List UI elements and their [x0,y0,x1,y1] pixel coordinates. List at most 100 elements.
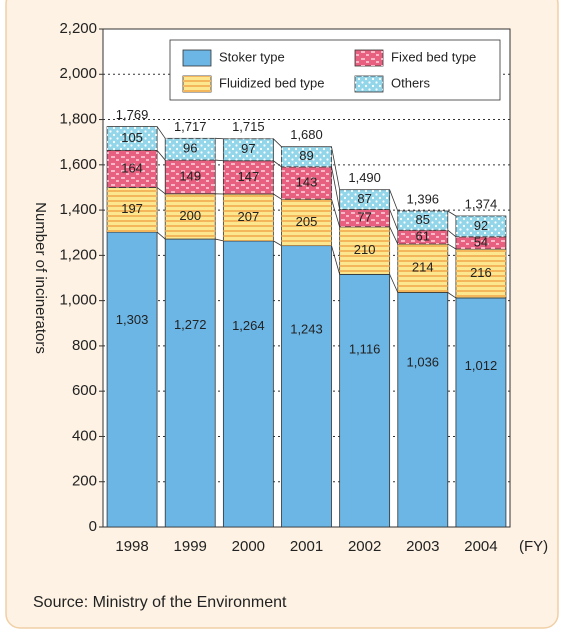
bar-texture [107,187,158,233]
bar-texture [165,160,216,194]
value-label: 61 [416,229,430,244]
bar-texture [339,226,390,275]
bar-texture [339,189,390,210]
connector-line [389,274,399,293]
connector-line [215,238,224,242]
bar-texture [281,166,332,200]
x-tick-label: 1999 [174,538,207,555]
total-label: 1,769 [116,107,149,122]
y-tick-label: 200 [72,473,97,490]
connector-line [447,210,457,217]
total-label: 1,717 [174,119,207,134]
value-label: 200 [179,208,201,223]
legend-label: Fixed bed type [391,49,476,64]
value-label: 207 [238,209,260,224]
bar-texture [223,194,274,241]
total-label: 1,680 [290,127,323,142]
y-tick-label: 0 [89,518,97,535]
value-label: 205 [296,214,318,229]
connector-line [331,199,341,227]
bar-texture [397,230,448,245]
bar-texture [281,146,332,167]
value-label: 85 [416,212,430,227]
connector-line [389,189,399,212]
value-label: 1,012 [465,358,498,373]
value-label: 92 [474,218,488,233]
bar-segment [164,238,216,528]
value-label: 89 [299,148,313,163]
bar-texture [455,249,506,298]
value-label: 1,264 [232,318,265,333]
x-tick-label: 1998 [115,538,148,555]
x-tick-label: 2001 [290,538,323,555]
value-label: 77 [357,210,371,225]
x-unit: (FY) [519,538,548,555]
value-label: 216 [470,265,492,280]
connector-line [447,229,457,238]
bar-segment [281,245,332,528]
bar-texture [339,209,390,227]
bar-texture [223,138,274,161]
bar-texture [107,126,158,151]
value-label: 1,272 [174,317,207,332]
bar-segment [339,273,391,528]
y-tick-label: 1,600 [59,156,97,173]
connector-line [156,187,166,195]
connector-line [156,150,166,161]
value-label: 1,116 [349,342,381,357]
y-tick-label: 1,200 [59,246,97,263]
bar-texture [165,193,216,240]
connector-line [273,138,282,147]
connector-line [389,226,399,245]
legend-box [169,39,501,101]
connector-line [389,209,399,231]
bar-texture [397,210,448,231]
legend-label: Others [391,75,431,90]
value-label: 147 [238,169,260,184]
connector-line [331,146,341,190]
bar-texture [165,138,216,161]
bar-segment [455,297,507,528]
bar-texture [107,150,158,188]
value-label: 214 [412,260,434,275]
value-label: 97 [241,141,255,156]
total-label: 1,396 [407,191,440,206]
total-label: 1,490 [348,170,381,185]
connector-line [156,231,166,240]
bar-segment [222,240,274,528]
y-tick-label: 600 [72,382,97,399]
y-tick-label: 2,000 [59,65,97,82]
value-label: 1,303 [116,312,149,327]
legend-texture [355,76,383,92]
total-label: 1,715 [232,119,265,134]
value-label: 197 [121,201,143,216]
x-tick-label: 2003 [406,538,439,555]
y-axis-label: Number of incinerators [32,202,49,354]
x-tick-label: 2004 [464,538,497,555]
y-tick-label: 1,800 [59,111,97,128]
value-label: 87 [357,191,371,206]
legend-texture [183,76,211,92]
bar-segment [106,231,158,528]
value-label: 143 [296,174,318,189]
bar-segment [397,292,449,528]
legend-label: Stoker type [219,49,285,64]
value-label: 149 [179,168,201,183]
value-label: 164 [121,160,143,175]
bar-texture [223,160,274,195]
bar-texture [397,244,448,293]
value-label: 96 [183,141,197,156]
value-label: 1,036 [407,354,440,369]
y-tick-label: 800 [72,337,97,354]
total-label: 1,374 [465,196,498,211]
source: Source: Ministry of the Environment [33,594,287,611]
connector-line [331,166,341,210]
connector-line [331,245,341,275]
connector-line [447,292,457,299]
value-label: 210 [354,242,376,257]
legend-label: Fluidized bed type [219,75,325,90]
bar-texture [455,236,506,250]
connector-line [273,193,282,200]
x-tick-label: 2000 [232,538,265,555]
connector-line [215,159,224,162]
